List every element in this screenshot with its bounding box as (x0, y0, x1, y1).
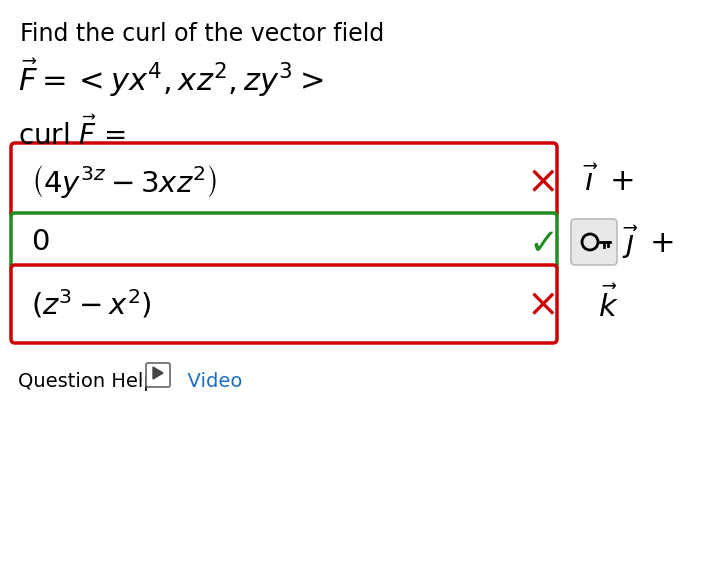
Text: $\times$: $\times$ (526, 285, 555, 323)
FancyBboxPatch shape (11, 213, 557, 271)
Text: $\vec{F} =< yx^4, xz^2, zy^3 >$: $\vec{F} =< yx^4, xz^2, zy^3 >$ (18, 57, 324, 99)
Text: Question Help:: Question Help: (18, 372, 162, 391)
Text: $\left(z^3 - x^2\right)$: $\left(z^3 - x^2\right)$ (31, 287, 152, 320)
Text: curl $\vec{F}$ =: curl $\vec{F}$ = (18, 117, 126, 151)
Text: $0$: $0$ (31, 228, 49, 256)
Polygon shape (153, 367, 163, 379)
Text: $\times$: $\times$ (526, 162, 555, 200)
FancyBboxPatch shape (11, 143, 557, 219)
FancyBboxPatch shape (11, 265, 557, 343)
Text: Video: Video (175, 372, 242, 391)
Text: $\vec{\imath}\ +$: $\vec{\imath}\ +$ (583, 166, 633, 197)
Text: $\vec{\jmath}\ +$: $\vec{\jmath}\ +$ (622, 223, 674, 260)
FancyBboxPatch shape (146, 363, 170, 387)
Text: Find the curl of the vector field: Find the curl of the vector field (20, 22, 384, 46)
FancyBboxPatch shape (571, 219, 617, 265)
Text: $\left(4y^{3z} - 3xz^2\right)$: $\left(4y^{3z} - 3xz^2\right)$ (31, 163, 217, 200)
Text: $\vec{k}$: $\vec{k}$ (597, 286, 619, 323)
Text: $\checkmark$: $\checkmark$ (528, 225, 554, 259)
